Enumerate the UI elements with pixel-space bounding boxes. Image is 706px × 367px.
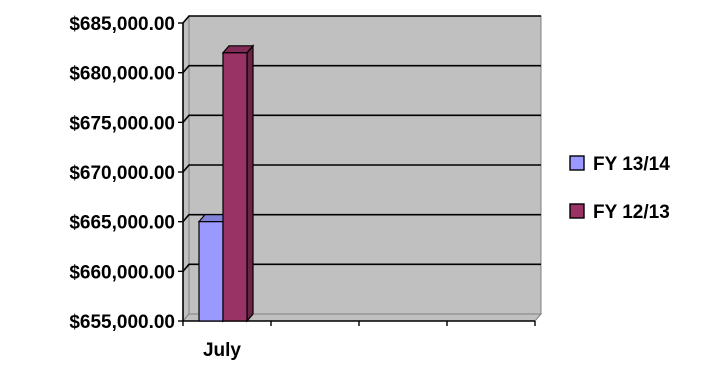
y-axis: $655,000.00 $660,000.00 $665,000.00 $670,00… [69,14,184,333]
y-tick-label: $685,000.00 [69,14,175,35]
y-tick-label: $680,000.00 [69,64,175,85]
y-tick-label: $665,000.00 [69,213,175,234]
gridline [182,263,541,272]
gridline [182,114,541,123]
x-tick-label: July [203,340,241,361]
gridline [182,64,541,74]
y-tick-label: $655,000.00 [69,312,175,333]
gridline [182,213,541,223]
y-tick-label: $670,000.00 [69,163,175,184]
x-axis: July [182,320,536,361]
legend-swatch [569,203,585,219]
gridline [182,15,541,24]
y-tick-label: $660,000.00 [69,262,175,283]
bar-top-face [221,45,255,54]
bar-side-face [246,44,254,323]
legend-label: FY 12/13 [593,202,670,223]
gridline [182,164,541,173]
legend-label: FY 13/14 [593,154,670,175]
bar-front-face [198,221,224,322]
bar-front-face [222,52,248,322]
bar-fy-12-13 [221,44,255,323]
gridlines [182,15,541,272]
legend: FY 13/14 FY 12/13 [569,154,670,223]
legend-swatch [569,155,585,171]
y-tick-label: $675,000.00 [69,113,175,134]
bars [197,44,255,323]
